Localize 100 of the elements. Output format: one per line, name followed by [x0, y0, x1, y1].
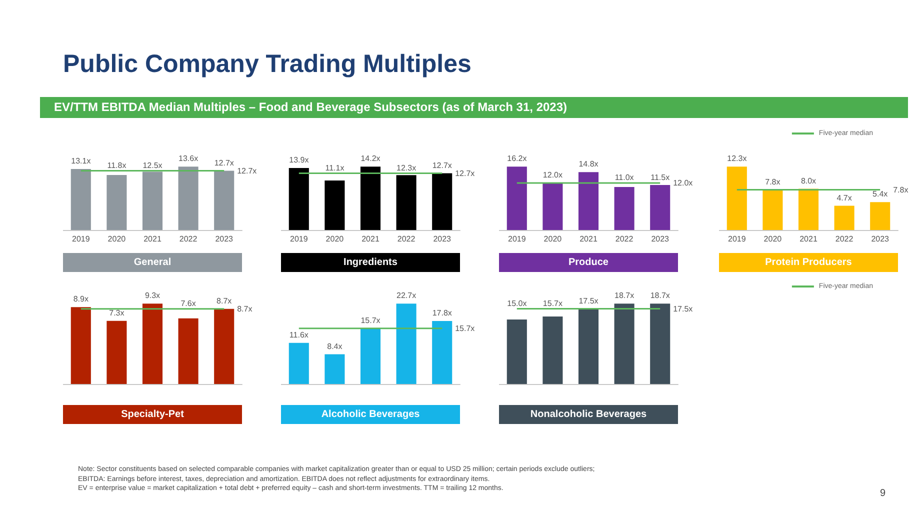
bar	[506, 320, 527, 384]
data-label: 8.4x	[327, 342, 342, 351]
x-tick-label: 2022	[179, 234, 198, 244]
bar	[650, 304, 670, 384]
bar	[762, 190, 783, 230]
x-tick-label: 2020	[326, 234, 344, 244]
data-label: 11.6x	[289, 330, 308, 340]
text: Produce	[499, 253, 678, 272]
bar	[360, 166, 381, 230]
bar	[178, 166, 198, 230]
data-label: 22.7x	[396, 291, 416, 300]
data-label: 7.8x	[765, 177, 780, 186]
bar	[288, 168, 309, 230]
data-label: 12.7x	[214, 158, 234, 168]
data-label: 8.9x	[73, 294, 88, 304]
bar	[70, 168, 91, 230]
data-label: 8.7x	[216, 296, 232, 306]
text: Public Company Trading Multiples	[63, 50, 472, 79]
x-tick-label: 2021	[800, 234, 818, 244]
x-tick-label: 2022	[615, 234, 634, 244]
bar	[214, 308, 234, 384]
bar	[360, 328, 381, 384]
bar	[432, 320, 452, 384]
bar	[106, 174, 127, 230]
bar	[432, 173, 452, 230]
x-tick-label: 2019	[72, 234, 90, 244]
data-label: 12.7x	[237, 166, 257, 176]
bar	[324, 354, 345, 384]
x-tick-label: 2023	[871, 234, 890, 244]
bar	[142, 172, 163, 230]
data-label: 14.8x	[578, 160, 598, 169]
data-label: 14.2x	[360, 154, 380, 164]
data-label: 15.7x	[455, 324, 475, 333]
data-label: 12.0x	[673, 178, 693, 188]
x-tick-label: 2021	[144, 234, 162, 244]
data-label: 7.8x	[893, 185, 908, 194]
x-tick-label: 2023	[433, 234, 452, 244]
x-tick-label: 2019	[728, 234, 746, 244]
x-tick-label: 2019	[290, 234, 308, 244]
data-label: 18.7x	[614, 291, 634, 300]
bar	[288, 342, 309, 384]
text: Protein Producers	[719, 253, 898, 272]
x-tick-label: 2022	[397, 234, 416, 244]
x-tick-label: 2020	[764, 234, 782, 244]
text: Specialty-Pet	[63, 405, 242, 424]
data-label: 12.7x	[455, 168, 475, 178]
data-label: 12.3x	[396, 163, 416, 172]
x-tick-label: 2023	[651, 234, 670, 244]
bar	[106, 320, 127, 384]
x-tick-label: 2023	[215, 234, 234, 244]
bar	[650, 185, 670, 230]
x-tick-label: 2019	[508, 234, 526, 244]
bar	[614, 186, 634, 230]
data-label: 13.9x	[289, 155, 309, 164]
data-label: 7.6x	[180, 298, 196, 308]
data-label: 15.7x	[542, 298, 562, 308]
x-tick-label: 2022	[835, 234, 854, 244]
data-label: 12.5x	[142, 160, 162, 170]
text: Alcoholic Beverages	[281, 405, 460, 424]
data-label: 12.0x	[542, 170, 562, 180]
bar	[834, 206, 854, 230]
text: EV/TTM EBITDA Median Multiples – Food and Beverage Subsectors (as of March 31, 2023)	[40, 97, 908, 118]
text: 9	[880, 488, 886, 499]
bar	[142, 304, 163, 384]
bar	[178, 318, 198, 384]
bar	[614, 304, 634, 384]
data-label: 13.6x	[178, 154, 198, 164]
bar	[396, 175, 416, 230]
data-label: 17.8x	[432, 308, 452, 318]
text: General	[63, 253, 242, 272]
data-label: 5.4x	[872, 190, 888, 199]
x-tick-label: 2020	[544, 234, 562, 244]
data-label: 15.7x	[360, 316, 380, 325]
bar	[798, 188, 819, 230]
data-label: 11.8x	[107, 160, 126, 170]
data-label: 11.1x	[325, 163, 344, 172]
bar	[542, 183, 563, 230]
bar	[578, 308, 599, 384]
data-label: 17.5x	[673, 304, 693, 314]
bar	[578, 172, 599, 230]
bar	[506, 166, 527, 230]
data-label: 12.3x	[727, 154, 747, 164]
x-tick-label: 2021	[362, 234, 380, 244]
bar	[542, 316, 563, 384]
bar	[70, 307, 91, 384]
data-label: 17.5x	[578, 296, 598, 306]
data-label: 12.7x	[432, 160, 452, 170]
text: Ingredients	[281, 253, 460, 272]
bar	[396, 304, 416, 384]
data-label: 7.3x	[109, 308, 124, 318]
x-tick-label: 2020	[108, 234, 126, 244]
data-label: 13.1x	[71, 156, 91, 166]
data-label: 11.0x	[614, 173, 634, 182]
data-label: 8.7x	[237, 304, 252, 314]
data-label: 9.3x	[144, 291, 160, 300]
data-label: 8.0x	[800, 176, 816, 186]
bar	[214, 170, 234, 230]
data-label: 4.7x	[836, 193, 852, 202]
bar	[324, 180, 345, 230]
text: Nonalcoholic Beverages	[499, 405, 678, 424]
